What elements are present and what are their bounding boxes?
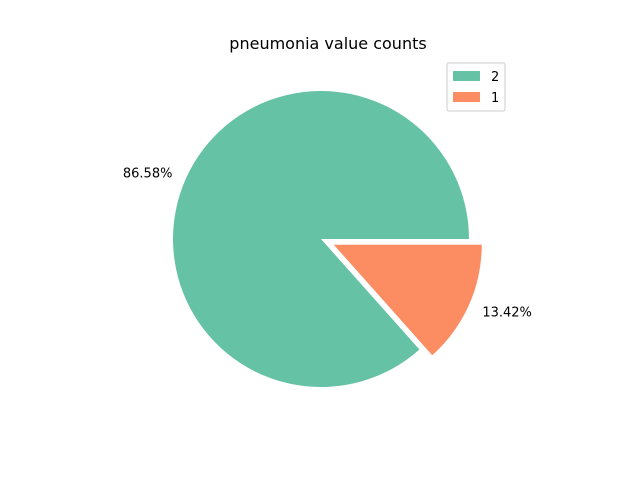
- pie-slice-1: [333, 244, 482, 356]
- pie-slices: [173, 90, 482, 387]
- legend: 21: [446, 62, 506, 112]
- legend-label-1: 1: [491, 91, 499, 106]
- legend-swatch-1: [453, 92, 480, 102]
- legend-swatch-2: [453, 71, 480, 81]
- percent-label-1: 13.42%: [482, 305, 532, 320]
- chart-title: pneumonia value counts: [229, 34, 426, 53]
- percent-labels: 86.58% 13.42%: [123, 166, 532, 320]
- pie-slice-2: [173, 90, 470, 387]
- percent-label-2: 86.58%: [123, 166, 173, 181]
- legend-label-2: 2: [491, 70, 499, 85]
- legend-entries: 21: [453, 70, 499, 106]
